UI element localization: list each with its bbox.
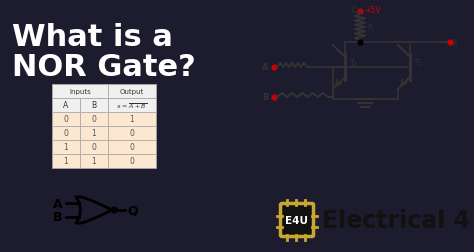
Bar	[108, 140, 156, 154]
Text: T₂: T₂	[414, 59, 422, 68]
Text: What is a: What is a	[12, 23, 173, 52]
Text: R: R	[367, 23, 373, 32]
Bar	[52, 85, 108, 99]
Text: E4U: E4U	[285, 215, 309, 225]
Text: 1: 1	[64, 157, 68, 166]
Text: 1: 1	[64, 143, 68, 152]
Bar	[108, 154, 156, 168]
Text: Inputs: Inputs	[69, 89, 91, 94]
FancyBboxPatch shape	[281, 204, 313, 237]
Text: Q: Q	[128, 204, 138, 217]
Text: 0: 0	[91, 115, 96, 124]
Bar	[52, 127, 80, 140]
Text: 1: 1	[129, 115, 134, 124]
Bar	[52, 140, 80, 154]
Text: 0: 0	[129, 129, 135, 138]
Bar	[52, 99, 80, 113]
Text: C: C	[352, 6, 357, 14]
Bar	[80, 154, 108, 168]
Bar	[108, 85, 156, 99]
Text: A: A	[64, 101, 69, 110]
Text: B: B	[262, 93, 268, 102]
Text: NOR Gate?: NOR Gate?	[12, 53, 196, 82]
Bar	[80, 127, 108, 140]
Text: Output: Output	[120, 89, 144, 94]
Text: 0: 0	[64, 129, 68, 138]
Text: 0: 0	[91, 143, 96, 152]
Text: T₁: T₁	[349, 59, 357, 68]
Bar	[80, 140, 108, 154]
Text: A: A	[53, 197, 63, 210]
Text: 1: 1	[91, 129, 96, 138]
Text: 1: 1	[91, 157, 96, 166]
Text: x = $\overline{A+B}$: x = $\overline{A+B}$	[117, 101, 147, 110]
Bar	[52, 154, 80, 168]
Text: B: B	[53, 210, 63, 223]
Text: X: X	[453, 38, 458, 47]
Bar	[80, 99, 108, 113]
Bar	[52, 113, 80, 127]
Text: A: A	[262, 63, 268, 72]
Bar	[108, 127, 156, 140]
Text: 0: 0	[64, 115, 68, 124]
Bar	[80, 113, 108, 127]
Text: 0: 0	[129, 143, 135, 152]
Text: Electrical 4 U: Electrical 4 U	[322, 208, 474, 232]
Text: 0: 0	[129, 157, 135, 166]
Bar	[108, 113, 156, 127]
Bar	[108, 99, 156, 113]
Text: +5V: +5V	[364, 6, 381, 14]
Text: B: B	[91, 101, 97, 110]
